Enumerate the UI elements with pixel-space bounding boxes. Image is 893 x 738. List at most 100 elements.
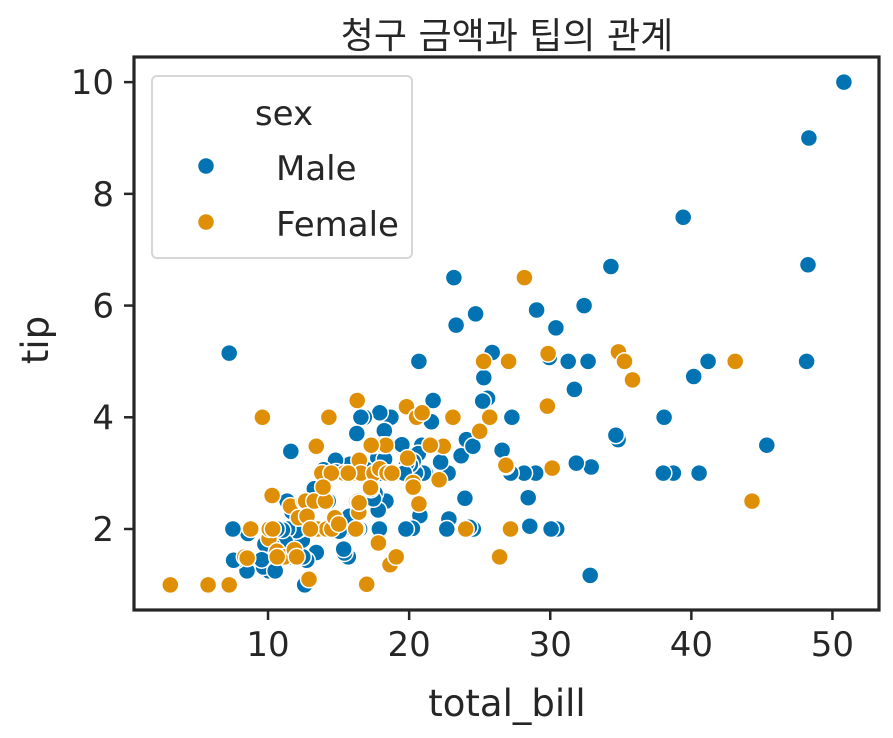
point-female-54	[456, 519, 475, 539]
legend-title: sex	[255, 94, 313, 134]
point-female-65	[725, 352, 745, 371]
point-female-55	[470, 422, 489, 441]
points-layer	[161, 72, 854, 595]
point-male-27	[541, 519, 561, 539]
point-female-57	[490, 547, 509, 567]
point-female-71	[398, 448, 417, 468]
legend: sex Male Female	[151, 75, 413, 259]
point-female-18	[299, 570, 319, 589]
point-female-5	[241, 519, 260, 539]
point-female-53	[443, 408, 463, 427]
legend-marker-male	[196, 156, 216, 176]
point-male-20	[578, 352, 598, 371]
y-tick-label: 10	[71, 63, 114, 103]
point-female-70	[339, 463, 358, 483]
x-tick-label: 40	[670, 625, 713, 665]
point-female-73	[409, 494, 429, 514]
point-male-0	[219, 343, 239, 363]
point-female-51	[429, 470, 449, 490]
x-axis-label: total_bill	[428, 682, 585, 725]
x-tick-label: 50	[811, 625, 854, 665]
point-female-58	[499, 352, 518, 371]
y-axis-label: tip	[14, 316, 57, 364]
point-female-74	[301, 519, 320, 539]
point-female-79	[480, 408, 499, 427]
y-tick-label: 6	[92, 287, 114, 327]
point-male-10	[684, 367, 703, 386]
y-tick-label: 2	[92, 510, 114, 550]
point-male-30	[527, 300, 546, 320]
point-female-60	[538, 344, 558, 363]
plot-area-frame	[132, 55, 881, 612]
point-female-59	[515, 268, 534, 287]
point-male-11	[673, 208, 693, 227]
point-female-6	[253, 408, 272, 427]
point-female-83	[347, 391, 367, 410]
point-female-21	[307, 437, 326, 456]
point-male-22	[567, 453, 586, 473]
point-female-82	[287, 547, 306, 567]
point-female-78	[496, 456, 516, 475]
x-axis-ticks: 10 20 30 40 50	[246, 610, 854, 665]
y-tick-label: 8	[92, 175, 114, 215]
point-male-33	[518, 488, 538, 507]
x-tick-label: 30	[529, 625, 572, 665]
point-male-131	[281, 442, 301, 461]
point-male-105	[334, 539, 353, 559]
point-female-77	[369, 533, 388, 553]
point-male-95	[347, 424, 367, 443]
point-male-5	[757, 435, 777, 455]
point-male-50	[444, 268, 464, 287]
point-male-14	[654, 463, 673, 483]
point-female-0	[161, 575, 180, 595]
legend-frame	[151, 75, 413, 259]
point-female-35	[349, 493, 369, 513]
point-male-9	[689, 463, 709, 483]
point-female-86	[267, 547, 287, 567]
point-male-4	[799, 128, 819, 148]
point-male-32	[520, 516, 540, 536]
point-male-40	[474, 368, 494, 387]
x-tick-label: 10	[246, 625, 289, 665]
point-female-38	[357, 575, 376, 594]
y-axis-ticks: 2 4 6 8 10	[71, 63, 134, 550]
point-male-13	[654, 408, 674, 427]
point-female-10	[263, 519, 282, 539]
point-male-69	[396, 519, 416, 539]
point-male-8	[698, 352, 718, 371]
point-female-75	[361, 478, 380, 497]
point-male-92	[351, 408, 371, 427]
x-tick-label: 20	[388, 625, 431, 665]
point-female-81	[538, 396, 557, 416]
point-male-165	[431, 452, 450, 472]
point-female-2	[219, 575, 239, 595]
point-female-44	[382, 463, 402, 483]
point-male-164	[423, 391, 443, 410]
point-male-1	[834, 72, 854, 92]
point-male-18	[580, 566, 600, 585]
point-female-76	[322, 463, 341, 483]
point-female-48	[403, 477, 423, 497]
point-male-166	[463, 437, 483, 456]
point-male-17	[601, 257, 621, 276]
point-female-80	[361, 435, 381, 455]
point-female-45	[386, 547, 406, 567]
y-tick-label: 4	[92, 398, 114, 438]
legend-label-female: Female	[276, 205, 399, 245]
point-female-67	[346, 519, 365, 539]
legend-marker-female	[196, 212, 216, 232]
point-male-2	[798, 255, 818, 275]
point-female-66	[742, 491, 762, 511]
point-male-21	[574, 296, 594, 315]
point-male-35	[502, 408, 522, 427]
point-female-84	[501, 519, 520, 539]
point-female-4	[237, 548, 257, 568]
point-female-63	[615, 352, 634, 371]
point-male-16	[606, 425, 626, 445]
point-male-62	[409, 352, 429, 371]
point-female-64	[623, 370, 642, 390]
point-female-28	[329, 514, 348, 534]
point-male-41	[473, 391, 492, 411]
point-male-24	[558, 352, 578, 371]
